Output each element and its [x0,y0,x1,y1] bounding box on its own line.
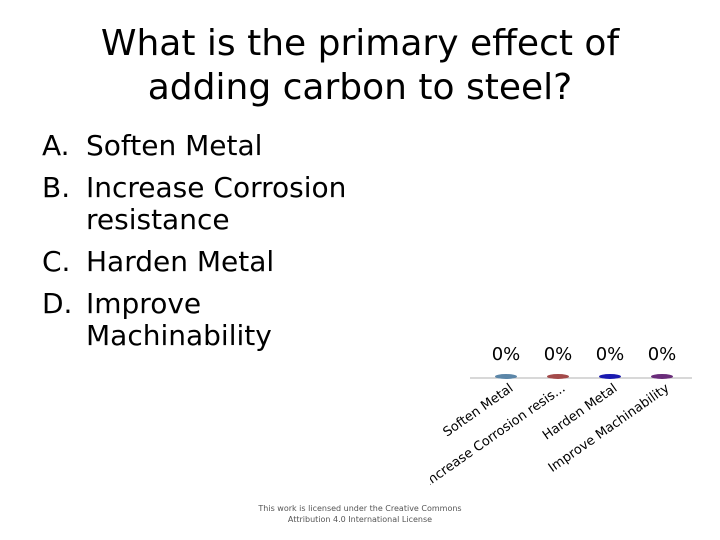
answer-d[interactable]: D. Improve Machinability [42,288,372,352]
bar [495,374,517,379]
answer-text: Harden Metal [86,245,275,278]
bar-value-label: 0% [596,344,625,365]
answer-letter: A. [42,129,70,162]
answer-text: Improve Machinability [86,287,272,352]
answer-letter: C. [42,245,71,278]
bar-value-label: 0% [648,344,677,365]
answer-c[interactable]: C. Harden Metal [42,246,372,278]
bar-value-label: 0% [544,344,573,365]
bar [599,374,621,379]
answer-list: A. Soften Metal B. Increase Corrosion re… [42,130,372,362]
bar-value-label: 0% [492,344,521,365]
answer-text: Soften Metal [86,129,263,162]
answer-text: Increase Corrosion resistance [86,171,347,236]
license-text: This work is licensed under the Creative… [258,504,462,524]
slide-title: What is the primary effect of adding car… [100,23,620,108]
answer-b[interactable]: B. Increase Corrosion resistance [42,172,372,236]
answer-a[interactable]: A. Soften Metal [42,130,372,162]
bar [547,374,569,379]
bar [651,374,673,379]
answer-letter: B. [42,171,71,204]
answer-letter: D. [42,287,73,320]
